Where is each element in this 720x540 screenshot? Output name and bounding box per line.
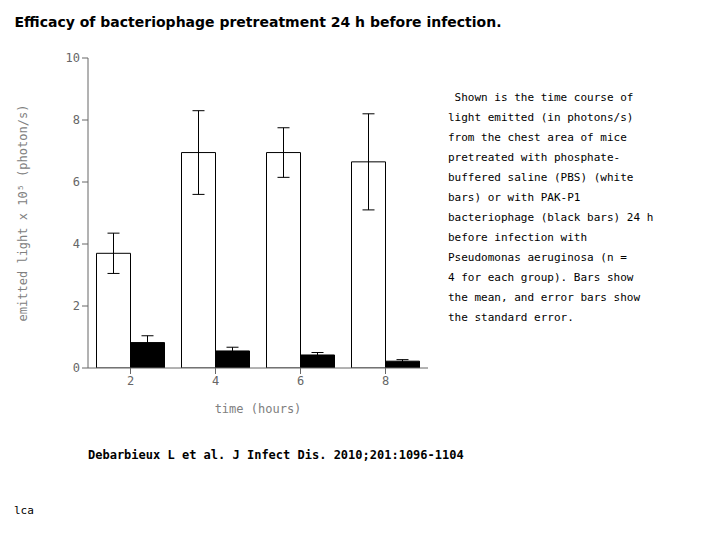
svg-text:emitted light x 10⁵ (photon/s): emitted light x 10⁵ (photon/s) bbox=[16, 105, 30, 322]
html-text:before infection with: before infection with bbox=[448, 231, 588, 244]
html-text:Debarbieux L et al. J Infect D: Debarbieux L et al. J Infect Dis. 2010;2… bbox=[88, 448, 464, 462]
svg-text:10: 10 bbox=[66, 51, 80, 65]
svg-text:4: 4 bbox=[73, 237, 80, 251]
html-text:light emitted (in photons/s): light emitted (in photons/s) bbox=[448, 111, 634, 124]
html-text:Shown is the time course of: Shown is the time course of bbox=[448, 91, 634, 104]
html-text:4 for each group). Bars show: 4 for each group). Bars show bbox=[448, 271, 634, 284]
svg-text:time (hours): time (hours) bbox=[215, 402, 302, 416]
svg-text:6: 6 bbox=[73, 175, 80, 189]
html-text:the standard error.: the standard error. bbox=[448, 311, 574, 324]
svg-text:2: 2 bbox=[73, 299, 80, 313]
html-text:buffered saline (PBS) (white: buffered saline (PBS) (white bbox=[448, 171, 634, 184]
html-text:bacteriophage (black bars) 24: bacteriophage (black bars) 24 h bbox=[448, 211, 654, 224]
html-text:Pseudomonas aeruginosa (n =: Pseudomonas aeruginosa (n = bbox=[448, 251, 627, 264]
svg-text:8: 8 bbox=[73, 113, 80, 127]
svg-text:0: 0 bbox=[73, 361, 80, 375]
html-text:pretreated with phosphate-: pretreated with phosphate- bbox=[448, 151, 621, 164]
html-text:lca: lca bbox=[14, 504, 34, 517]
html-text:Efficacy of bacteriophage pret: Efficacy of bacteriophage pretreatment 2… bbox=[14, 14, 502, 30]
html-text:from the chest area of mice: from the chest area of mice bbox=[448, 131, 627, 144]
svg-text:4: 4 bbox=[212, 374, 219, 388]
svg-text:8: 8 bbox=[382, 374, 389, 388]
svg-text:2: 2 bbox=[127, 374, 134, 388]
html-text:bars) or with PAK-P1: bars) or with PAK-P1 bbox=[448, 191, 581, 204]
html-text:the mean, and error bars show: the mean, and error bars show bbox=[448, 291, 641, 304]
svg-text:6: 6 bbox=[297, 374, 304, 388]
